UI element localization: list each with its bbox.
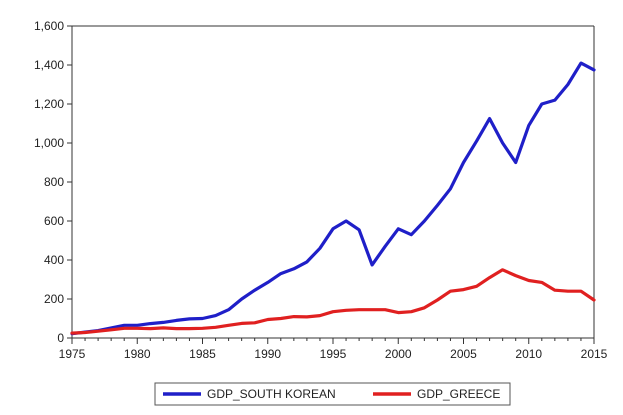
- y-tick-label: 1,000: [34, 136, 64, 150]
- x-tick-label: 2010: [515, 347, 542, 361]
- series-line-greece: [70, 268, 596, 335]
- y-tick-label: 800: [44, 175, 64, 189]
- data-series: [70, 61, 596, 336]
- tick-marks: 0 200 400 600 800 1,000 1,200 1,400 1,600 1975 198…: [34, 19, 608, 361]
- legend-box: [154, 382, 511, 406]
- legend-label: GDP_GREECE: [417, 387, 500, 401]
- x-tick-label: 2005: [450, 347, 477, 361]
- x-tick-label: 1985: [189, 347, 216, 361]
- y-tick-label: 1,200: [34, 97, 64, 111]
- legend: GDP_SOUTH KOREAN GDP_GREECE: [154, 382, 511, 406]
- y-tick-label: 600: [44, 214, 64, 228]
- x-tick-label: 1975: [59, 347, 86, 361]
- x-tick-label: 2000: [385, 347, 412, 361]
- legend-label: GDP_SOUTH KOREAN: [207, 387, 336, 401]
- x-tick-label: 1980: [124, 347, 151, 361]
- y-tick-label: 0: [57, 331, 64, 345]
- y-tick-label: 1,600: [34, 19, 64, 33]
- x-tick-label: 1995: [320, 347, 347, 361]
- axes: [71, 25, 595, 339]
- y-tick-label: 200: [44, 292, 64, 306]
- y-tick-label: 400: [44, 253, 64, 267]
- y-tick-label: 1,400: [34, 58, 64, 72]
- x-tick-label: 1990: [254, 347, 281, 361]
- x-tick-label: 2015: [581, 347, 608, 361]
- series-line-south-korea: [70, 61, 596, 336]
